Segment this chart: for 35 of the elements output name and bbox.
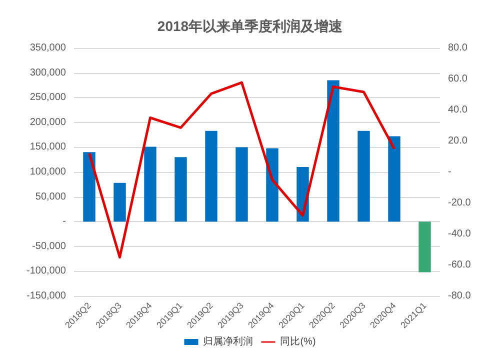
bar [205,130,218,222]
y-tick-label: 350,000 [30,42,66,54]
y2-tick-label: -40.0 [448,228,472,240]
y2-tick-label: 60.0 [448,74,468,84]
y-tick-label: - [62,216,66,228]
bar [388,136,400,222]
y-tick-label: 250,000 [30,92,66,104]
y-tick-label: -150,000 [26,290,66,302]
y-tick-label: 300,000 [30,67,66,78]
y2-tick-label: -60.0 [448,260,472,270]
y-tick-label: 200,000 [30,116,66,128]
y2-tick-label: 40.0 [448,104,468,116]
bar [114,182,126,222]
bar [144,146,156,222]
y-tick-label: 150,000 [30,142,66,153]
y2-tick-label: 20.0 [448,136,468,146]
bar [358,130,370,222]
y2-tick-label: -20.0 [448,198,472,208]
bar [83,152,96,222]
line-series [88,81,396,258]
bar [418,222,431,272]
legend-label: 同比(%) [280,336,316,348]
bar [327,80,340,222]
chart-title: 2018年以来单季度利润及增速 [157,18,344,34]
y-tick-label: 100,000 [30,166,66,178]
y2-tick-label: 80.0 [448,42,468,54]
y-tick-label: -50,000 [32,240,66,252]
y2-tick-label: -80.0 [448,290,472,302]
y-tick-label: 50,000 [35,191,66,202]
bar [236,147,248,222]
bar [174,157,187,222]
y-tick-label: -100,000 [26,266,66,277]
legend-label: 归属净利润 [203,336,254,348]
y2-tick-label: - [448,166,452,178]
bar [266,148,278,222]
